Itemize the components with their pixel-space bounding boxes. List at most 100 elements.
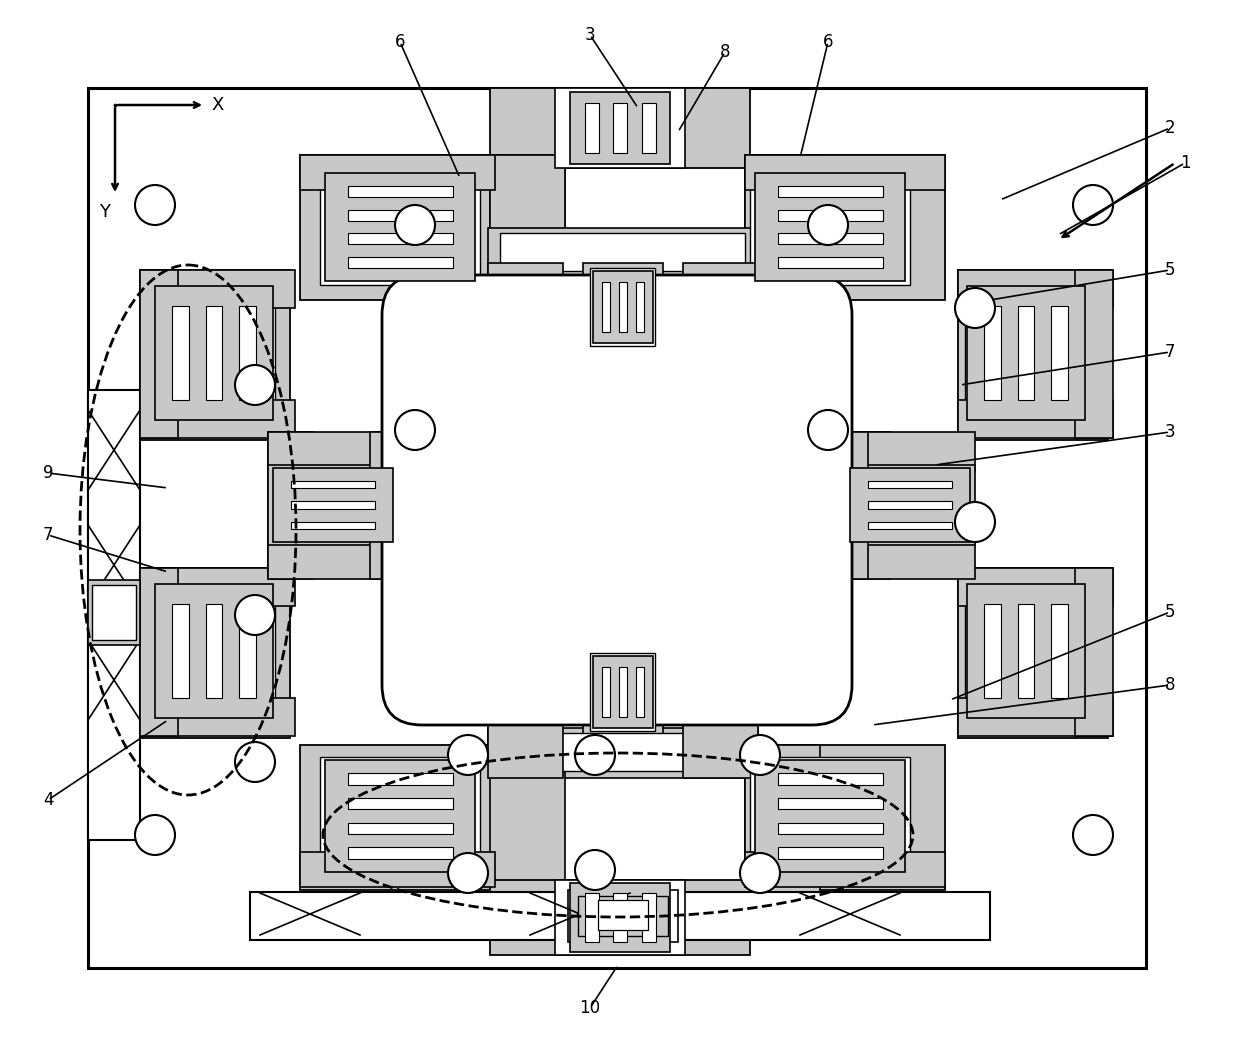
Bar — [777, 257, 883, 268]
Bar — [347, 798, 453, 809]
Bar — [844, 432, 975, 472]
Bar — [959, 699, 1114, 736]
Bar — [1052, 306, 1068, 400]
Text: 5: 5 — [1164, 261, 1176, 279]
Circle shape — [236, 365, 275, 405]
Text: Y: Y — [99, 203, 110, 221]
Bar — [849, 468, 970, 542]
Bar — [619, 282, 627, 332]
Bar — [683, 263, 758, 323]
Text: 6: 6 — [823, 33, 833, 51]
Bar — [140, 270, 295, 308]
Bar — [291, 481, 374, 488]
Bar — [636, 282, 645, 332]
Bar — [985, 604, 1001, 697]
Bar — [347, 209, 453, 221]
Bar — [967, 286, 1085, 420]
Bar — [88, 390, 140, 840]
Bar — [140, 568, 295, 606]
Bar — [578, 896, 668, 936]
Bar — [268, 432, 312, 579]
Bar — [489, 718, 563, 778]
Bar — [868, 481, 952, 488]
Bar — [490, 155, 565, 300]
Circle shape — [135, 185, 175, 225]
Bar — [300, 852, 495, 887]
Bar — [745, 852, 945, 887]
Bar — [598, 900, 649, 930]
Bar — [641, 103, 656, 153]
Bar — [347, 233, 453, 245]
Text: 3: 3 — [585, 26, 595, 44]
Bar — [347, 773, 453, 785]
Bar — [140, 568, 290, 738]
Bar — [745, 155, 945, 300]
Bar — [347, 257, 453, 268]
Text: 2: 2 — [1164, 119, 1176, 137]
Bar — [570, 92, 670, 164]
Bar — [172, 306, 188, 400]
Bar — [590, 268, 655, 346]
Circle shape — [955, 502, 994, 542]
Bar — [683, 718, 758, 778]
Bar — [750, 170, 910, 285]
Bar — [636, 667, 645, 717]
Text: 10: 10 — [579, 999, 600, 1017]
Bar — [593, 271, 653, 342]
Circle shape — [955, 288, 994, 328]
Bar — [291, 522, 374, 529]
Bar — [140, 568, 179, 736]
Bar — [250, 892, 990, 940]
Bar — [584, 103, 599, 153]
Text: 6: 6 — [394, 33, 405, 51]
Text: 8: 8 — [1164, 676, 1176, 694]
Bar — [273, 468, 393, 542]
Bar — [500, 733, 745, 771]
Bar — [868, 502, 952, 509]
Bar — [959, 270, 1114, 308]
Text: 9: 9 — [42, 464, 53, 482]
Bar — [268, 539, 398, 579]
Bar — [1075, 568, 1114, 736]
Bar — [206, 604, 222, 697]
Bar — [490, 745, 565, 895]
Bar — [777, 847, 883, 859]
Bar — [490, 88, 750, 168]
Circle shape — [1073, 185, 1114, 225]
Bar — [239, 604, 255, 697]
Bar — [153, 581, 275, 721]
Bar — [583, 263, 663, 353]
Bar — [601, 667, 610, 717]
Circle shape — [236, 742, 275, 782]
Bar — [985, 306, 1001, 400]
Bar — [320, 170, 480, 285]
Bar — [613, 103, 627, 153]
Bar — [490, 155, 565, 230]
Circle shape — [396, 205, 435, 245]
Bar — [347, 186, 453, 197]
Bar — [500, 233, 745, 271]
Bar — [370, 432, 430, 579]
Bar — [1052, 604, 1068, 697]
Bar — [619, 667, 627, 717]
Bar — [583, 648, 663, 738]
Bar — [641, 893, 656, 942]
Circle shape — [740, 853, 780, 893]
Text: 5: 5 — [1164, 603, 1176, 621]
Bar — [490, 880, 750, 955]
Bar — [325, 760, 475, 872]
Bar — [758, 640, 830, 712]
Bar — [745, 155, 820, 300]
Circle shape — [575, 850, 615, 890]
Bar — [967, 584, 1085, 718]
Bar — [325, 173, 475, 281]
Circle shape — [808, 205, 848, 245]
Bar — [755, 760, 905, 872]
Bar — [568, 890, 678, 942]
Bar — [268, 432, 398, 472]
Bar — [777, 209, 883, 221]
Circle shape — [740, 735, 780, 775]
Bar — [844, 432, 890, 579]
Bar — [777, 233, 883, 245]
Bar — [172, 604, 188, 697]
